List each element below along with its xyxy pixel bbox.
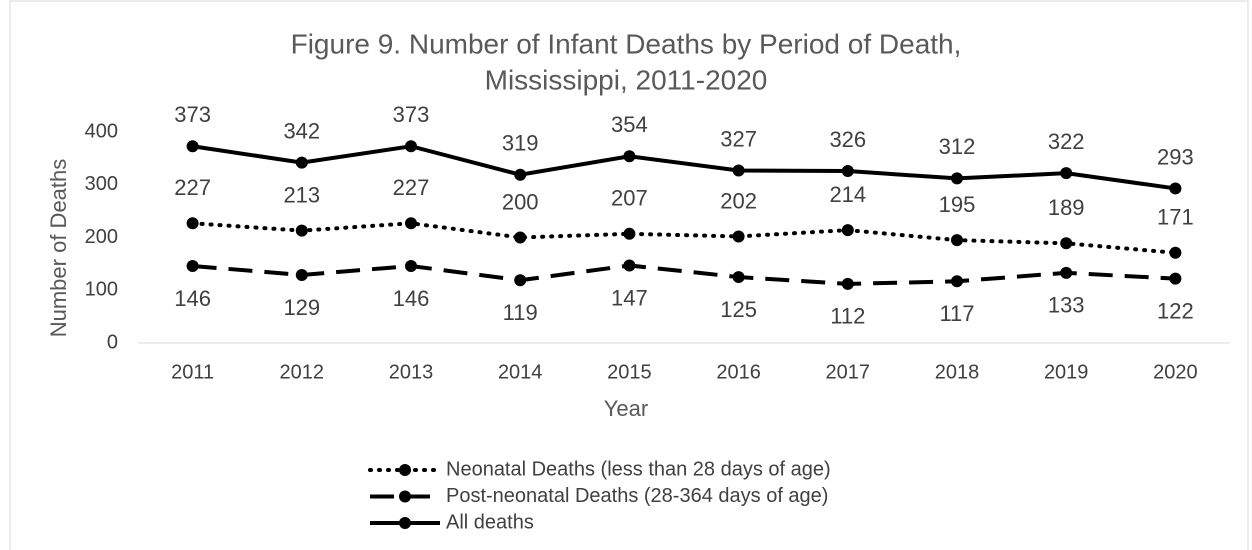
- y-tick-label: 0: [107, 331, 118, 353]
- data-label: 146: [393, 286, 430, 311]
- data-label: 354: [611, 112, 648, 137]
- data-label: 200: [502, 189, 539, 214]
- data-point: [1169, 272, 1182, 285]
- y-tick-label: 100: [85, 279, 118, 301]
- x-tick-label: 2013: [389, 361, 434, 383]
- data-point: [732, 230, 745, 243]
- data-label: 189: [1048, 195, 1085, 220]
- legend-marker: [399, 464, 411, 476]
- x-tick-label: 2012: [280, 361, 325, 383]
- data-label: 213: [283, 182, 320, 207]
- data-point: [1169, 246, 1182, 259]
- y-tick-label: 300: [85, 173, 118, 195]
- series-line: [192, 263, 1176, 286]
- series-line: [192, 144, 1176, 191]
- data-point: [295, 268, 308, 281]
- legend-marker: [399, 517, 411, 529]
- data-label: 133: [1048, 293, 1085, 318]
- data-point: [295, 224, 308, 237]
- data-label: 117: [939, 301, 974, 326]
- x-tick-label: 2019: [1044, 361, 1089, 383]
- data-label: 373: [393, 102, 430, 127]
- data-label: 202: [720, 188, 757, 213]
- data-label: 319: [502, 131, 539, 156]
- data-label: 322: [1048, 129, 1085, 154]
- data-point: [186, 217, 199, 230]
- legend-marker: [399, 490, 411, 503]
- data-label: 227: [174, 175, 211, 200]
- data-point: [405, 140, 417, 153]
- series-line: [190, 221, 1178, 255]
- data-point: [186, 140, 199, 153]
- x-tick-label: 2011: [171, 361, 214, 383]
- data-label: 195: [939, 192, 976, 217]
- data-point: [514, 168, 527, 181]
- chart-title: Mississippi, 2011-2020: [485, 64, 768, 95]
- data-label: 129: [283, 295, 320, 320]
- data-point: [405, 259, 417, 272]
- legend-label: Post-neonatal Deaths (28-364 days of age…: [446, 485, 828, 507]
- data-label: 112: [830, 304, 865, 329]
- x-tick-label: 2017: [826, 361, 871, 383]
- data-label: 293: [1157, 144, 1194, 169]
- data-label: 327: [720, 126, 757, 151]
- data-point: [623, 150, 636, 163]
- x-tick-label: 2020: [1153, 361, 1198, 383]
- data-point: [295, 156, 308, 169]
- data-label: 146: [174, 286, 211, 311]
- chart-border: [9, 0, 1249, 550]
- x-tick-label: 2015: [607, 361, 652, 383]
- data-label: 342: [283, 118, 320, 143]
- data-point: [623, 227, 636, 240]
- data-label: 326: [829, 127, 866, 152]
- x-tick-label: 2016: [716, 361, 761, 383]
- data-point: [1060, 237, 1073, 250]
- x-axis-title: Year: [604, 396, 648, 421]
- legend-label: All deaths: [446, 511, 534, 533]
- chart-title: Figure 9. Number of Infant Deaths by Per…: [291, 28, 962, 59]
- data-label: 312: [939, 134, 976, 159]
- data-label: 214: [829, 182, 866, 207]
- data-point: [951, 275, 963, 288]
- data-point: [405, 217, 417, 230]
- data-point: [1060, 266, 1073, 279]
- data-point: [951, 172, 963, 185]
- data-point: [841, 224, 854, 237]
- data-label: 125: [720, 297, 757, 322]
- data-point: [841, 277, 854, 290]
- data-point: [841, 165, 854, 178]
- data-label: 227: [393, 175, 430, 200]
- data-point: [623, 259, 636, 272]
- data-label: 147: [611, 285, 648, 310]
- data-point: [732, 164, 745, 177]
- y-tick-label: 200: [85, 226, 118, 248]
- data-label: 373: [174, 102, 211, 127]
- data-point: [186, 259, 199, 272]
- y-tick-label: 400: [85, 120, 118, 142]
- data-point: [732, 271, 745, 284]
- x-tick-label: 2018: [935, 361, 980, 383]
- data-point: [1060, 167, 1073, 180]
- y-axis-title: Number of Deaths: [46, 159, 71, 338]
- data-point: [951, 234, 963, 247]
- data-label: 207: [611, 186, 648, 211]
- x-tick-label: 2014: [498, 361, 543, 383]
- data-label: 119: [503, 300, 538, 325]
- legend-label: Neonatal Deaths (less than 28 days of ag…: [446, 458, 831, 480]
- data-point: [514, 274, 527, 287]
- data-point: [514, 231, 527, 244]
- data-label: 122: [1157, 298, 1194, 323]
- data-point: [1169, 182, 1182, 195]
- data-label: 171: [1157, 205, 1194, 230]
